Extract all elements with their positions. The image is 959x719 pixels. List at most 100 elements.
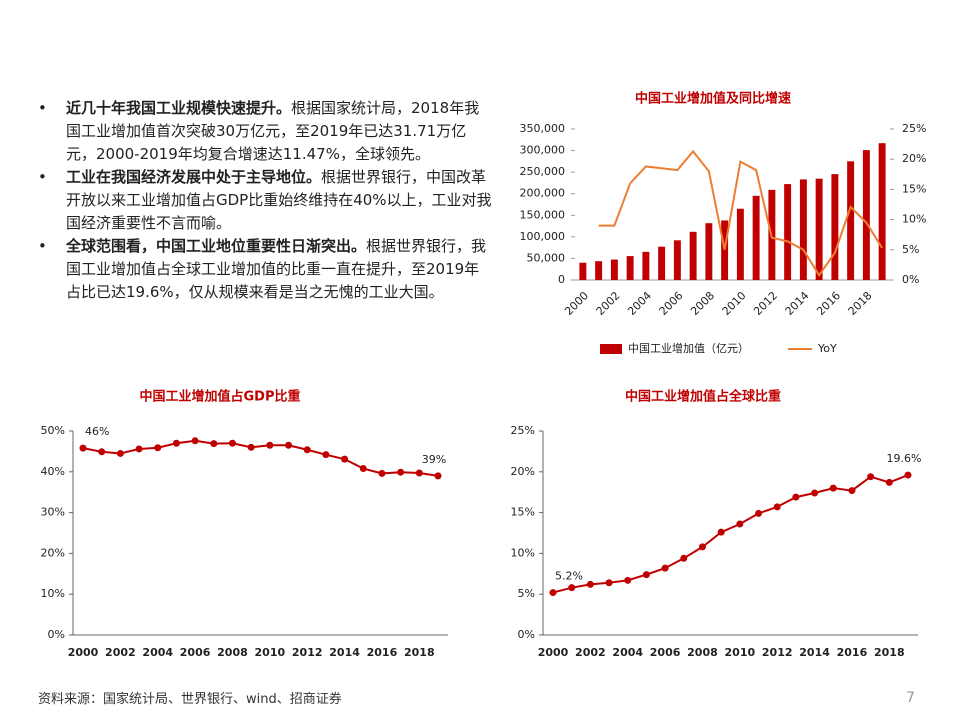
value-label: 46%	[85, 425, 109, 438]
marker	[661, 564, 669, 572]
line	[82, 439, 439, 477]
marker	[736, 520, 744, 528]
y-tick-label: 100,000	[520, 230, 566, 243]
x-tick-label: 2010	[255, 646, 286, 659]
y2-tick-label: 25%	[902, 122, 926, 135]
marker	[792, 493, 800, 501]
x-tick-label: 2018	[874, 646, 905, 659]
x-tick-label: 2000	[562, 289, 591, 318]
marker	[867, 473, 875, 481]
y-tick-label: 15%	[511, 506, 535, 519]
x-tick-label: 2014	[783, 289, 812, 318]
x-tick-label: 2012	[762, 646, 793, 659]
bar	[815, 178, 823, 280]
x-tick-label: 2018	[404, 646, 435, 659]
marker	[624, 576, 632, 584]
y-tick-label: 150,000	[520, 208, 566, 221]
marker	[885, 478, 893, 486]
marker	[322, 451, 330, 459]
marker	[904, 471, 912, 479]
x-tick-label: 2000	[68, 646, 99, 659]
marker	[717, 528, 725, 536]
y-tick-label: 0%	[518, 628, 535, 641]
bar	[673, 240, 681, 280]
marker	[285, 441, 293, 449]
x-tick-label: 2006	[180, 646, 211, 659]
x-tick-label: 2002	[594, 289, 623, 318]
bullet-text: 根据世界银行，中国改革开放以来工业增加值占GDP比重始终维持在40%以上，工业对…	[66, 168, 492, 232]
y-tick-label: 30%	[41, 506, 65, 519]
marker	[755, 509, 763, 517]
marker	[191, 437, 199, 445]
y2-tick-label: 10%	[902, 213, 926, 226]
x-tick-label: 2012	[751, 289, 780, 318]
bullet-text: 根据世界银行，我国工业增加值占全球工业增加值的比重一直在提升，至2019年占比已…	[66, 237, 487, 301]
value-label: 5.2%	[555, 570, 583, 583]
y-tick-label: 50,000	[527, 251, 566, 264]
bullet: 工业在我国经济发展中处于主导地位。根据世界银行，中国改革开放以来工业增加值占GD…	[38, 166, 493, 235]
y-tick-label: 10%	[41, 587, 65, 600]
y2-tick-label: 20%	[902, 152, 926, 165]
bullet-list: 近几十年我国工业规模快速提升。根据国家统计局，2018年我国工业增加值首次突破3…	[38, 97, 493, 304]
x-tick-label: 2012	[292, 646, 323, 659]
bar	[878, 143, 886, 280]
marker	[303, 446, 311, 454]
marker	[172, 439, 180, 447]
x-tick-label: 2016	[367, 646, 398, 659]
bar	[752, 195, 760, 280]
marker	[829, 484, 837, 492]
chart-title: 中国工业增加值占GDP比重	[140, 389, 301, 405]
marker	[642, 571, 650, 579]
y2-tick-label: 0%	[902, 273, 919, 286]
marker	[848, 487, 856, 495]
marker	[811, 489, 819, 497]
marker	[98, 448, 106, 456]
marker	[266, 441, 274, 449]
bar	[579, 262, 587, 280]
bar	[736, 208, 744, 280]
y-tick-label: 200,000	[520, 187, 566, 200]
marker	[549, 589, 557, 597]
marker	[698, 543, 706, 551]
y-tick-label: 20%	[41, 546, 65, 559]
x-tick-label: 2006	[650, 646, 681, 659]
bar	[705, 223, 713, 280]
legend-label: YoY	[817, 342, 837, 355]
bullet: 近几十年我国工业规模快速提升。根据国家统计局，2018年我国工业增加值首次突破3…	[38, 97, 493, 166]
x-tick-label: 2002	[575, 646, 606, 659]
value-label: 39%	[422, 453, 446, 466]
bullet-lead: 工业在我国经济发展中处于主导地位。	[66, 168, 322, 186]
y-tick-label: 300,000	[520, 144, 566, 157]
y-tick-label: 20%	[511, 465, 535, 478]
legend-label: 中国工业增加值（亿元）	[628, 341, 749, 355]
bar	[831, 174, 839, 280]
x-tick-label: 2014	[799, 646, 830, 659]
yoy-line	[598, 149, 883, 277]
y2-tick-label: 5%	[902, 243, 919, 256]
x-tick-label: 2016	[814, 289, 843, 318]
bar	[642, 251, 650, 280]
marker	[773, 503, 781, 511]
marker	[434, 472, 442, 480]
bar	[658, 246, 666, 280]
x-tick-label: 2004	[612, 646, 643, 659]
x-tick-label: 2004	[625, 289, 654, 318]
marker	[359, 465, 367, 473]
bar	[595, 261, 603, 280]
marker	[378, 469, 386, 477]
marker	[605, 579, 613, 587]
bullet: 全球范围看，中国工业地位重要性日渐突出。根据世界银行，我国工业增加值占全球工业增…	[38, 235, 493, 304]
x-tick-label: 2018	[846, 289, 875, 318]
marker	[680, 554, 688, 562]
source: 资料来源：国家统计局、世界银行、wind、招商证券	[38, 692, 342, 707]
bar	[799, 179, 807, 280]
marker	[154, 444, 162, 452]
chart-title: 中国工业增加值及同比增速	[635, 91, 791, 107]
marker	[228, 439, 236, 447]
x-tick-label: 2004	[142, 646, 173, 659]
bar	[847, 161, 855, 280]
y-tick-label: 350,000	[520, 122, 566, 135]
bullet-lead: 近几十年我国工业规模快速提升。	[66, 99, 292, 117]
